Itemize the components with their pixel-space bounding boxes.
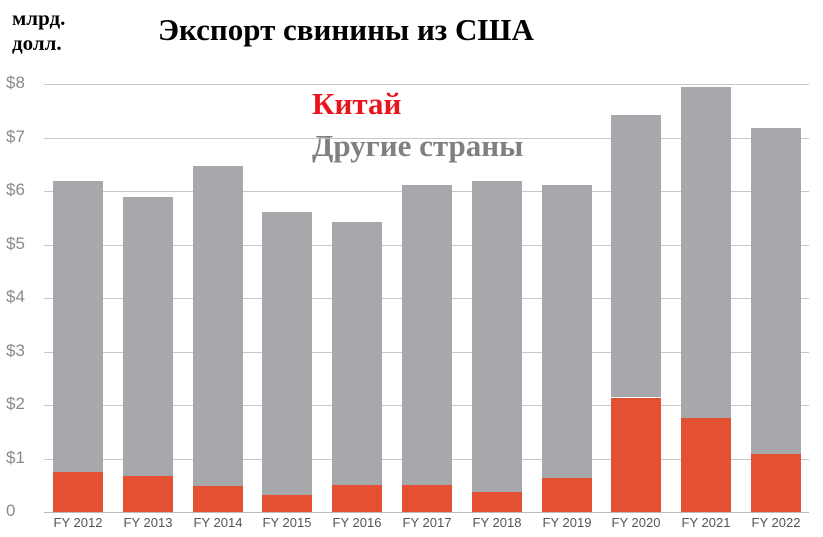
y-tick-label: 0 — [6, 501, 16, 520]
bar-segment-china — [332, 484, 382, 512]
legend-china-label: Китай — [312, 86, 402, 121]
x-tick-label: FY 2021 — [681, 515, 731, 530]
x-tick-label: FY 2017 — [402, 515, 452, 530]
x-tick-label: FY 2014 — [193, 515, 243, 530]
unit-line-2: долл. — [12, 31, 62, 55]
bar-segment-other — [472, 180, 522, 492]
x-tick-label: FY 2013 — [123, 515, 173, 530]
bar-stack — [193, 165, 243, 512]
y-tick-label: $5 — [6, 234, 25, 253]
x-tick-label: FY 2020 — [611, 515, 661, 530]
gridline — [44, 138, 809, 139]
y-tick-label: $4 — [6, 287, 25, 306]
y-axis-unit-label: млрд. долл. — [12, 6, 65, 56]
bar-stack — [751, 127, 801, 512]
bar-segment-china — [53, 471, 103, 512]
bar-segment-china — [123, 475, 173, 512]
bar-stack — [542, 185, 592, 512]
bar-segment-other — [611, 115, 661, 398]
y-tick-label: $7 — [6, 127, 25, 146]
gridline — [44, 84, 809, 85]
bar-segment-other — [193, 165, 243, 486]
bar-stack — [53, 180, 103, 512]
x-tick-label: FY 2019 — [542, 515, 592, 530]
chart-title: Экспорт свинины из США — [158, 12, 534, 47]
bar-stack — [332, 222, 382, 512]
bar-segment-other — [751, 127, 801, 454]
bar-segment-china — [542, 478, 592, 512]
bar-segment-china — [262, 495, 312, 512]
x-tick-label: FY 2022 — [751, 515, 801, 530]
y-tick-label: $1 — [6, 448, 25, 467]
unit-line-1: млрд. — [12, 6, 66, 30]
bar-stack — [681, 87, 731, 512]
bar-segment-china — [402, 484, 452, 512]
x-tick-label: FY 2016 — [332, 515, 382, 530]
bar-segment-other — [542, 185, 592, 479]
bar-segment-other — [262, 211, 312, 496]
bar-stack — [402, 185, 452, 512]
bar-segment-china — [611, 397, 661, 512]
bar-stack — [611, 115, 661, 512]
bar-segment-china — [751, 453, 801, 512]
bar-stack — [123, 196, 173, 512]
y-tick-label: $6 — [6, 180, 25, 199]
y-tick-label: $8 — [6, 73, 25, 92]
bar-segment-other — [123, 196, 173, 476]
legend-other-label: Другие страны — [312, 128, 524, 163]
legend-china: Китай — [312, 86, 401, 122]
y-tick-label: $3 — [6, 341, 25, 360]
x-tick-label: FY 2018 — [472, 515, 522, 530]
bar-stack — [472, 180, 522, 512]
bar-segment-other — [681, 87, 731, 418]
legend-other: Другие страны — [312, 128, 523, 164]
y-tick-label: $2 — [6, 394, 25, 413]
bar-stack — [262, 211, 312, 512]
bar-segment-china — [193, 485, 243, 512]
x-tick-label: FY 2012 — [53, 515, 103, 530]
bar-segment-other — [402, 185, 452, 485]
bar-segment-other — [332, 222, 382, 485]
bar-segment-china — [472, 491, 522, 512]
bar-segment-other — [53, 180, 103, 472]
x-tick-label: FY 2015 — [262, 515, 312, 530]
bar-segment-china — [681, 417, 731, 512]
x-axis-baseline — [44, 512, 809, 513]
